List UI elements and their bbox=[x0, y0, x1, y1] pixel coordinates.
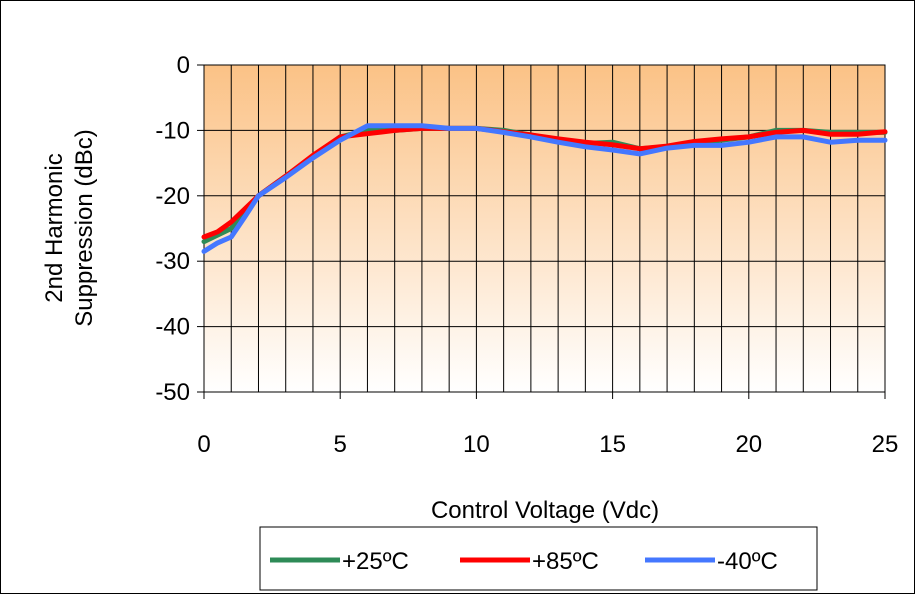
x-tick-label: 5 bbox=[334, 431, 347, 458]
y-tick-label: -50 bbox=[155, 379, 190, 406]
series-line-3 bbox=[201, 123, 888, 254]
plot-area bbox=[204, 65, 885, 392]
y-tick-label: -20 bbox=[155, 183, 190, 210]
x-tick-label: 15 bbox=[599, 431, 626, 458]
legend-box bbox=[259, 526, 818, 591]
plot-border bbox=[203, 64, 886, 393]
y-tick-label: -10 bbox=[155, 117, 190, 144]
x-axis-ticks: 0 5 10 15 20 25 bbox=[197, 392, 898, 458]
legend-label: -40ºC bbox=[717, 548, 778, 575]
y-axis-title-line2: Suppression (dBc) bbox=[71, 129, 98, 326]
legend: +25ºC +85ºC -40ºC bbox=[259, 526, 818, 591]
y-tick-label: -40 bbox=[155, 314, 190, 341]
x-tick-label: 25 bbox=[872, 431, 899, 458]
series-lines bbox=[201, 123, 888, 254]
x-axis-title: Control Voltage (Vdc) bbox=[431, 497, 659, 524]
y-axis-title-line1: 2nd Harmonic bbox=[41, 153, 68, 302]
legend-label: +85ºC bbox=[532, 548, 599, 575]
y-axis-ticks: 0 -10 -20 -30 -40 -50 bbox=[155, 52, 204, 406]
vertical-gridlines bbox=[230, 65, 859, 392]
x-tick-label: 0 bbox=[197, 431, 210, 458]
x-tick-label: 20 bbox=[735, 431, 762, 458]
y-tick-label: -30 bbox=[155, 248, 190, 275]
x-tick-label: 10 bbox=[463, 431, 490, 458]
y-tick-label: 0 bbox=[177, 52, 190, 79]
legend-label: +25ºC bbox=[342, 548, 409, 575]
